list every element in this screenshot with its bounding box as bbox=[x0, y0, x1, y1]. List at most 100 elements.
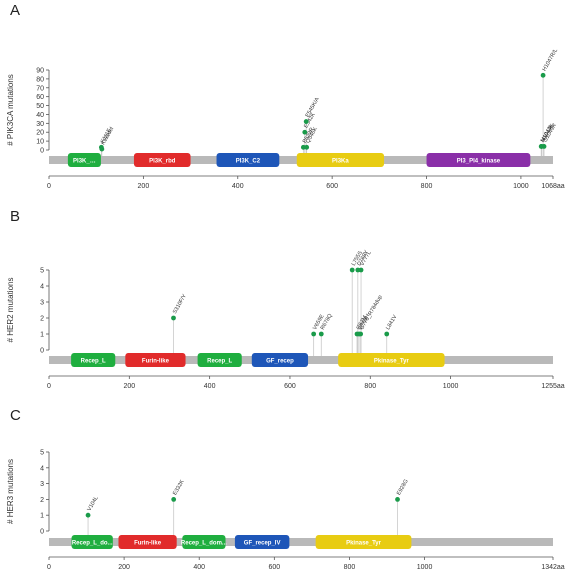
x-tick-label: 1000 bbox=[417, 564, 433, 571]
y-axis-label: # HER2 mutations bbox=[6, 278, 15, 343]
domain-box bbox=[296, 153, 385, 167]
protein-length-label: 1255aa bbox=[541, 383, 564, 390]
y-tick-label: 2 bbox=[40, 497, 44, 504]
x-tick-label: 400 bbox=[204, 383, 216, 390]
y-tick-label: 70 bbox=[36, 85, 44, 92]
protein-backbone bbox=[49, 538, 553, 546]
domain-label: GF_recep_IV bbox=[244, 541, 281, 547]
domain-label: PI3K_rbd bbox=[149, 159, 176, 165]
y-tick-label: 4 bbox=[40, 465, 44, 472]
domain-label: Pkinase_Tyr bbox=[346, 541, 382, 547]
domain-label: PI3K_C2 bbox=[236, 159, 261, 165]
y-tick-label: 2 bbox=[40, 316, 44, 323]
mutation-point bbox=[302, 129, 308, 135]
x-tick-label: 200 bbox=[138, 183, 150, 190]
mutation-point bbox=[358, 331, 364, 337]
x-tick-label: 0 bbox=[47, 383, 51, 390]
mutation-point bbox=[85, 512, 91, 518]
x-tick-label: 1000 bbox=[513, 183, 529, 190]
domain-box bbox=[315, 535, 412, 549]
x-tick-label: 800 bbox=[421, 183, 433, 190]
domain-box bbox=[251, 353, 309, 367]
y-tick-label: 40 bbox=[36, 112, 44, 119]
domain-label: PI3Ka bbox=[332, 159, 349, 165]
mutation-point bbox=[384, 331, 390, 337]
domain-box bbox=[133, 153, 191, 167]
domain-label: Recep_L bbox=[81, 359, 106, 365]
y-tick-label: 50 bbox=[36, 103, 44, 110]
domain-box bbox=[118, 535, 177, 549]
x-tick-label: 400 bbox=[232, 183, 244, 190]
mutation-point bbox=[304, 144, 310, 150]
mutation-label: V104L bbox=[87, 495, 100, 512]
mutation-point bbox=[318, 331, 324, 337]
y-tick-label: 60 bbox=[36, 94, 44, 101]
domain-box bbox=[182, 535, 226, 549]
domain-box bbox=[234, 535, 290, 549]
x-tick-label: 0 bbox=[47, 183, 51, 190]
x-tick-label: 400 bbox=[193, 564, 205, 571]
mutation-point bbox=[303, 119, 309, 124]
y-tick-label: 1 bbox=[40, 332, 44, 339]
panel-B: B # HER2 mutations 0 1 2 3 4 5 Recep_L Furin-like… bbox=[6, 208, 565, 390]
domain-label: Furin-like bbox=[134, 541, 162, 547]
x-tick-label: 600 bbox=[268, 564, 280, 571]
domain-label: Furin-like bbox=[142, 359, 170, 365]
mutation-label: H1047R/L bbox=[542, 48, 560, 72]
panel-label: B bbox=[10, 208, 20, 225]
domain-box bbox=[426, 153, 531, 167]
y-axis-label: # HER3 mutations bbox=[6, 459, 15, 524]
y-tick-label: 30 bbox=[36, 121, 44, 128]
domain-label: PI3_PI4_kinase bbox=[457, 159, 501, 165]
domain-label: Recep_L_do... bbox=[72, 541, 113, 547]
x-tick-label: 0 bbox=[47, 564, 51, 571]
domain-box bbox=[125, 353, 186, 367]
domain-label: PI3K_… bbox=[73, 159, 96, 165]
mutation-point bbox=[171, 497, 177, 502]
y-tick-label: 10 bbox=[36, 139, 44, 146]
mutation-label: E332K bbox=[172, 479, 186, 497]
y-axis-label: # PIK3CA mutations bbox=[6, 74, 15, 146]
mutation-label: L841V bbox=[385, 314, 398, 331]
y-tick-label: 90 bbox=[36, 68, 44, 75]
protein-length-label: 1342aa bbox=[541, 564, 564, 571]
y-tick-label: 0 bbox=[40, 529, 44, 536]
panel-label: A bbox=[10, 2, 20, 19]
y-tick-label: 0 bbox=[40, 148, 44, 155]
y-tick-label: 80 bbox=[36, 76, 44, 83]
y-tick-label: 5 bbox=[40, 268, 44, 275]
mutation-point bbox=[300, 144, 306, 150]
domain-label: Recep_L_dom... bbox=[181, 541, 227, 547]
panel-C: C # HER3 mutations 0 1 2 3 4 5 Recep_L_do... Furi… bbox=[6, 407, 565, 571]
x-tick-label: 1000 bbox=[443, 383, 459, 390]
y-tick-label: 3 bbox=[40, 481, 44, 488]
x-tick-label: 600 bbox=[326, 183, 338, 190]
x-tick-label: 800 bbox=[364, 383, 376, 390]
y-tick-label: 20 bbox=[36, 130, 44, 137]
mutation-point bbox=[540, 72, 546, 78]
y-tick-label: 1 bbox=[40, 513, 44, 520]
domain-box bbox=[338, 353, 445, 367]
y-tick-label: 4 bbox=[40, 284, 44, 291]
domain-box bbox=[197, 353, 242, 367]
mutation-point bbox=[99, 146, 105, 152]
y-tick-label: 5 bbox=[40, 450, 44, 457]
mutation-point bbox=[311, 331, 317, 337]
domain-box bbox=[216, 153, 280, 167]
mutation-point bbox=[349, 267, 355, 273]
y-tick-label: 0 bbox=[40, 348, 44, 355]
x-tick-label: 200 bbox=[118, 564, 130, 571]
x-tick-label: 200 bbox=[123, 383, 135, 390]
mutation-point bbox=[395, 497, 400, 502]
mutation-label: S310F/Y bbox=[172, 293, 188, 315]
mutation-label: E928G bbox=[396, 479, 410, 497]
mutation-point bbox=[541, 144, 547, 149]
x-tick-label: 800 bbox=[344, 564, 356, 571]
domain-box bbox=[71, 353, 116, 367]
mutation-point bbox=[171, 315, 176, 321]
domain-label: Pkinase_Tyr bbox=[374, 359, 410, 365]
x-tick-label: 600 bbox=[284, 383, 296, 390]
